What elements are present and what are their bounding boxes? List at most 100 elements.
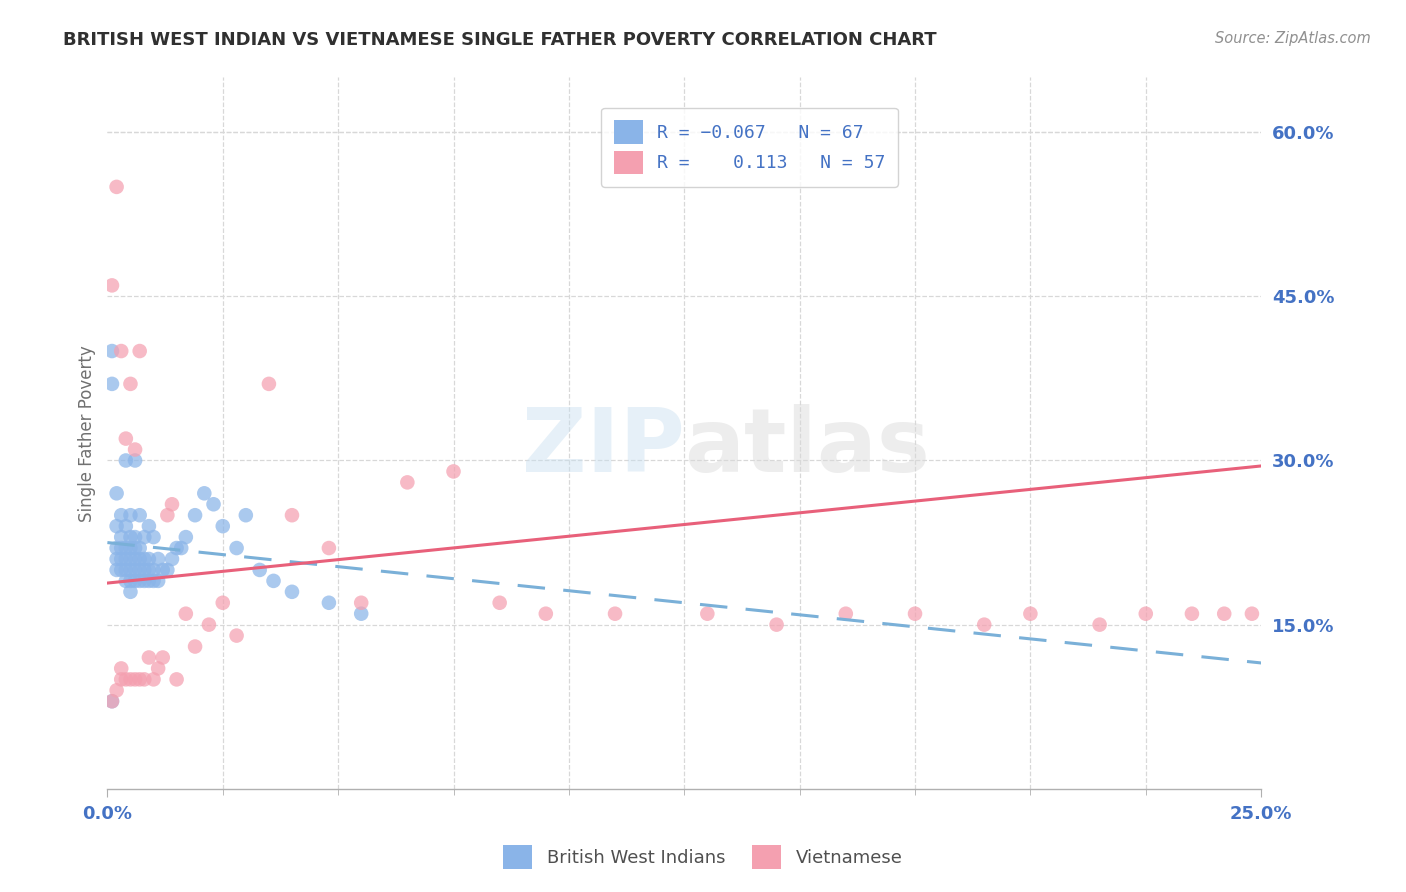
Point bbox=[1305, 607, 1327, 621]
Point bbox=[110, 541, 132, 555]
Point bbox=[1135, 607, 1157, 621]
Point bbox=[835, 607, 858, 621]
Point bbox=[134, 574, 156, 588]
Point bbox=[225, 629, 247, 643]
Point bbox=[138, 574, 160, 588]
Point bbox=[281, 508, 304, 523]
Point bbox=[124, 453, 146, 467]
Legend: British West Indians, Vietnamese: British West Indians, Vietnamese bbox=[496, 838, 910, 876]
Point bbox=[696, 607, 718, 621]
Point bbox=[105, 563, 128, 577]
Point bbox=[120, 552, 142, 566]
Point bbox=[211, 519, 233, 533]
Point bbox=[115, 574, 138, 588]
Point bbox=[146, 574, 169, 588]
Point bbox=[156, 508, 179, 523]
Point bbox=[443, 465, 465, 479]
Point bbox=[350, 596, 373, 610]
Point bbox=[765, 617, 787, 632]
Point bbox=[134, 563, 156, 577]
Point bbox=[1379, 607, 1402, 621]
Point bbox=[105, 541, 128, 555]
Point bbox=[124, 574, 146, 588]
Legend: R = −0.067   N = 67, R =    0.113   N = 57: R = −0.067 N = 67, R = 0.113 N = 57 bbox=[600, 108, 898, 186]
Point bbox=[120, 508, 142, 523]
Point bbox=[110, 552, 132, 566]
Point bbox=[1333, 617, 1355, 632]
Text: BRITISH WEST INDIAN VS VIETNAMESE SINGLE FATHER POVERTY CORRELATION CHART: BRITISH WEST INDIAN VS VIETNAMESE SINGLE… bbox=[63, 31, 936, 49]
Point bbox=[138, 552, 160, 566]
Point bbox=[142, 530, 165, 544]
Point bbox=[235, 508, 257, 523]
Point bbox=[174, 530, 197, 544]
Point bbox=[115, 563, 138, 577]
Point bbox=[488, 596, 510, 610]
Point bbox=[115, 453, 138, 467]
Point bbox=[198, 617, 221, 632]
Point bbox=[110, 508, 132, 523]
Point bbox=[603, 607, 626, 621]
Point bbox=[115, 541, 138, 555]
Point bbox=[534, 607, 557, 621]
Point bbox=[105, 180, 128, 194]
Point bbox=[1260, 607, 1282, 621]
Point bbox=[128, 673, 150, 687]
Point bbox=[105, 519, 128, 533]
Point bbox=[193, 486, 215, 500]
Point bbox=[128, 508, 150, 523]
Point bbox=[101, 344, 124, 359]
Point bbox=[138, 563, 160, 577]
Point bbox=[1286, 617, 1309, 632]
Point bbox=[1398, 607, 1406, 621]
Point bbox=[124, 673, 146, 687]
Point bbox=[128, 574, 150, 588]
Point bbox=[973, 617, 995, 632]
Point bbox=[105, 683, 128, 698]
Point bbox=[1319, 607, 1341, 621]
Point bbox=[184, 508, 207, 523]
Point bbox=[124, 530, 146, 544]
Point bbox=[105, 552, 128, 566]
Point bbox=[166, 541, 188, 555]
Point bbox=[120, 673, 142, 687]
Point bbox=[120, 541, 142, 555]
Point bbox=[120, 574, 142, 588]
Point bbox=[101, 376, 124, 391]
Point bbox=[904, 607, 927, 621]
Point bbox=[120, 530, 142, 544]
Point bbox=[101, 694, 124, 708]
Point bbox=[146, 661, 169, 675]
Point bbox=[1213, 607, 1236, 621]
Point bbox=[174, 607, 197, 621]
Point bbox=[138, 650, 160, 665]
Point bbox=[128, 563, 150, 577]
Point bbox=[257, 376, 280, 391]
Point bbox=[110, 563, 132, 577]
Point bbox=[142, 563, 165, 577]
Point bbox=[134, 552, 156, 566]
Point bbox=[263, 574, 285, 588]
Point bbox=[128, 552, 150, 566]
Point bbox=[160, 552, 183, 566]
Point bbox=[1240, 607, 1263, 621]
Point bbox=[249, 563, 271, 577]
Point bbox=[120, 376, 142, 391]
Point bbox=[142, 574, 165, 588]
Point bbox=[211, 596, 233, 610]
Point bbox=[318, 541, 340, 555]
Y-axis label: Single Father Poverty: Single Father Poverty bbox=[79, 344, 96, 522]
Point bbox=[124, 442, 146, 457]
Point bbox=[120, 563, 142, 577]
Text: Source: ZipAtlas.com: Source: ZipAtlas.com bbox=[1215, 31, 1371, 46]
Point bbox=[146, 552, 169, 566]
Point bbox=[225, 541, 247, 555]
Point bbox=[396, 475, 419, 490]
Point bbox=[350, 607, 373, 621]
Point bbox=[101, 694, 124, 708]
Point bbox=[138, 519, 160, 533]
Point bbox=[318, 596, 340, 610]
Point bbox=[120, 584, 142, 599]
Point bbox=[115, 673, 138, 687]
Text: ZIP: ZIP bbox=[522, 404, 685, 491]
Point bbox=[110, 673, 132, 687]
